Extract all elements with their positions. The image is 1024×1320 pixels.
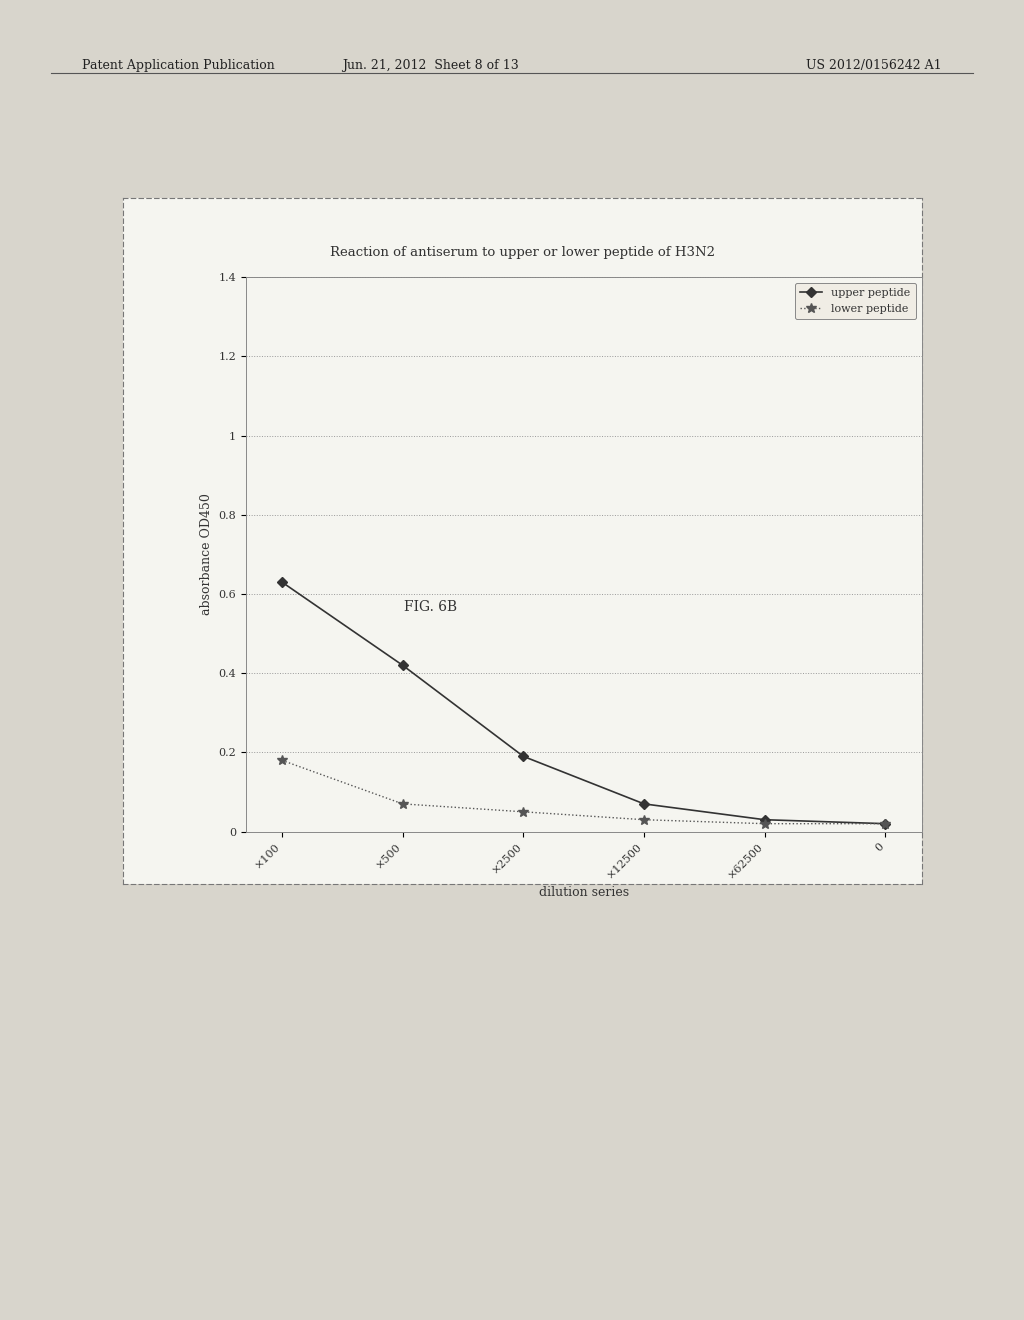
Text: Jun. 21, 2012  Sheet 8 of 13: Jun. 21, 2012 Sheet 8 of 13: [342, 59, 518, 73]
X-axis label: dilution series: dilution series: [539, 886, 629, 899]
Text: Patent Application Publication: Patent Application Publication: [82, 59, 274, 73]
Y-axis label: absorbance OD450: absorbance OD450: [200, 494, 213, 615]
Text: Reaction of antiserum to upper or lower peptide of H3N2: Reaction of antiserum to upper or lower …: [330, 246, 715, 259]
Text: US 2012/0156242 A1: US 2012/0156242 A1: [807, 59, 942, 73]
Legend: upper peptide, lower peptide: upper peptide, lower peptide: [795, 282, 916, 319]
Text: FIG. 6B: FIG. 6B: [403, 599, 457, 614]
